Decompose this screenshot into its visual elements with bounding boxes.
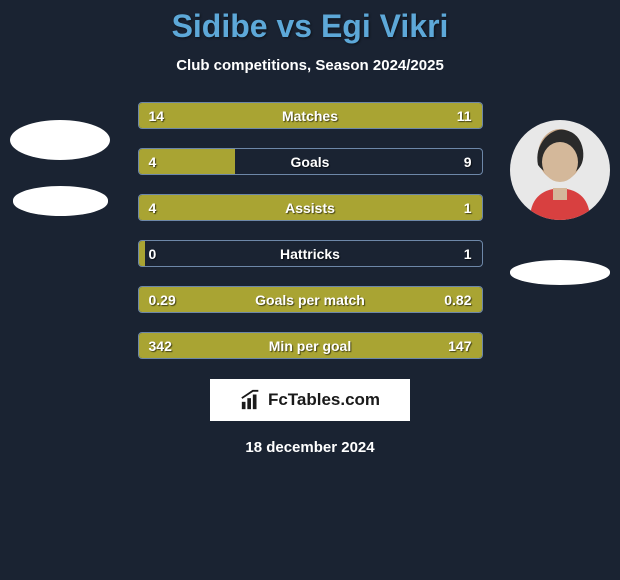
stat-row: 14 Matches 11 bbox=[138, 102, 483, 129]
logo-box: FcTables.com bbox=[210, 379, 410, 421]
stat-label: Min per goal bbox=[269, 338, 351, 354]
stat-label: Goals per match bbox=[255, 292, 365, 308]
avatar-placeholder-left bbox=[10, 120, 110, 160]
bar-left-fill bbox=[139, 241, 146, 266]
stat-row: 0 Hattricks 1 bbox=[138, 240, 483, 267]
stat-left-value: 4 bbox=[149, 154, 157, 170]
stat-label: Assists bbox=[285, 200, 335, 216]
player-left-avatar bbox=[10, 120, 110, 285]
stat-row: 4 Assists 1 bbox=[138, 194, 483, 221]
chart-icon bbox=[240, 389, 262, 411]
player-silhouette-icon bbox=[515, 120, 605, 220]
stat-left-value: 0 bbox=[149, 246, 157, 262]
stat-right-value: 9 bbox=[464, 154, 472, 170]
stat-left-value: 0.29 bbox=[149, 292, 176, 308]
stat-label: Matches bbox=[282, 108, 338, 124]
avatar-placeholder-right bbox=[510, 120, 610, 220]
stats-bars: 14 Matches 11 4 Goals 9 4 Assists 1 0 Hattricks 1 0.… bbox=[138, 102, 483, 359]
stat-row: 342 Min per goal 147 bbox=[138, 332, 483, 359]
stat-row: 0.29 Goals per match 0.82 bbox=[138, 286, 483, 313]
stat-right-value: 1 bbox=[464, 200, 472, 216]
player-right-avatar bbox=[510, 120, 610, 285]
logo-text: FcTables.com bbox=[268, 390, 380, 410]
team-ellipse-right bbox=[510, 260, 610, 285]
stat-right-value: 147 bbox=[448, 338, 471, 354]
stat-right-value: 1 bbox=[464, 246, 472, 262]
stat-left-value: 14 bbox=[149, 108, 165, 124]
stat-label: Goals bbox=[291, 154, 330, 170]
stat-label: Hattricks bbox=[280, 246, 340, 262]
stat-row: 4 Goals 9 bbox=[138, 148, 483, 175]
stat-left-value: 342 bbox=[149, 338, 172, 354]
stat-right-value: 0.82 bbox=[444, 292, 471, 308]
subtitle: Club competitions, Season 2024/2025 bbox=[176, 57, 444, 74]
stat-right-value: 11 bbox=[457, 108, 472, 124]
date-text: 18 december 2024 bbox=[245, 439, 374, 456]
team-ellipse-left bbox=[13, 186, 108, 216]
page-title: Sidibe vs Egi Vikri bbox=[172, 8, 449, 45]
stat-left-value: 4 bbox=[149, 200, 157, 216]
